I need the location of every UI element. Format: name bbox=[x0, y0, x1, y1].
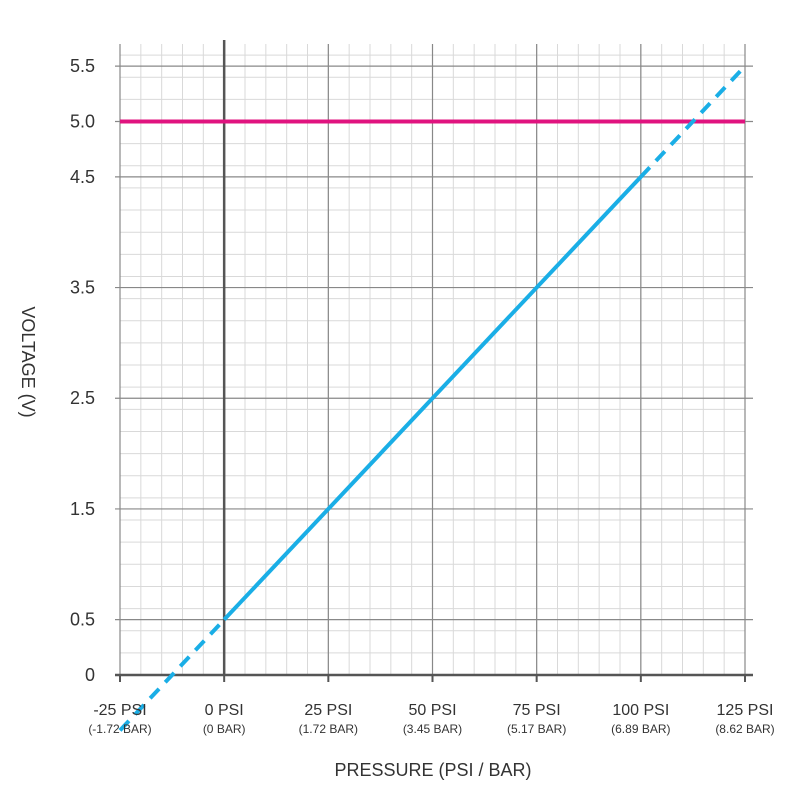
y-tick-label: 2.5 bbox=[70, 388, 95, 408]
dashed-extension-line bbox=[118, 618, 226, 732]
dashed-extension-line bbox=[639, 64, 747, 179]
y-axis-title: VOLTAGE (V) bbox=[18, 306, 38, 417]
x-tick-sublabel: (3.45 BAR) bbox=[403, 722, 462, 736]
x-tick-label: 125 PSI bbox=[717, 702, 774, 719]
y-tick-label: 0.5 bbox=[70, 610, 95, 630]
x-axis-title: PRESSURE (PSI / BAR) bbox=[334, 760, 531, 780]
y-tick-label: 5.5 bbox=[70, 56, 95, 76]
axes bbox=[115, 40, 753, 682]
major-grid bbox=[115, 44, 753, 675]
x-tick-label: 100 PSI bbox=[612, 702, 669, 719]
series-lines bbox=[118, 64, 747, 732]
x-tick-sublabel: (1.72 BAR) bbox=[299, 722, 358, 736]
x-tick-labels: -25 PSI (-1.72 BAR) 0 PSI (0 BAR) 25 PSI (1.7… bbox=[88, 702, 774, 736]
y-tick-label: 5.0 bbox=[70, 111, 95, 131]
y-tick-label: 4.5 bbox=[70, 167, 95, 187]
x-tick-sublabel: (5.17 BAR) bbox=[507, 722, 566, 736]
x-tick-label: 25 PSI bbox=[304, 702, 352, 719]
x-tick-label: 50 PSI bbox=[408, 702, 456, 719]
y-tick-labels: 0 0.5 1.5 2.5 3.5 4.5 5.0 5.5 bbox=[70, 56, 95, 685]
x-tick-sublabel: (8.62 BAR) bbox=[715, 722, 774, 736]
y-tick-label: 3.5 bbox=[70, 278, 95, 298]
voltage-line bbox=[222, 175, 643, 622]
x-tick-sublabel: (-1.72 BAR) bbox=[88, 722, 151, 736]
x-tick-label: 0 PSI bbox=[205, 702, 244, 719]
x-tick-sublabel: (0 BAR) bbox=[203, 722, 246, 736]
x-tick-sublabel: (6.89 BAR) bbox=[611, 722, 670, 736]
x-tick-label: 75 PSI bbox=[513, 702, 561, 719]
y-tick-label: 0 bbox=[85, 665, 95, 685]
x-tick-label: -25 PSI bbox=[93, 702, 146, 719]
y-tick-label: 1.5 bbox=[70, 499, 95, 519]
